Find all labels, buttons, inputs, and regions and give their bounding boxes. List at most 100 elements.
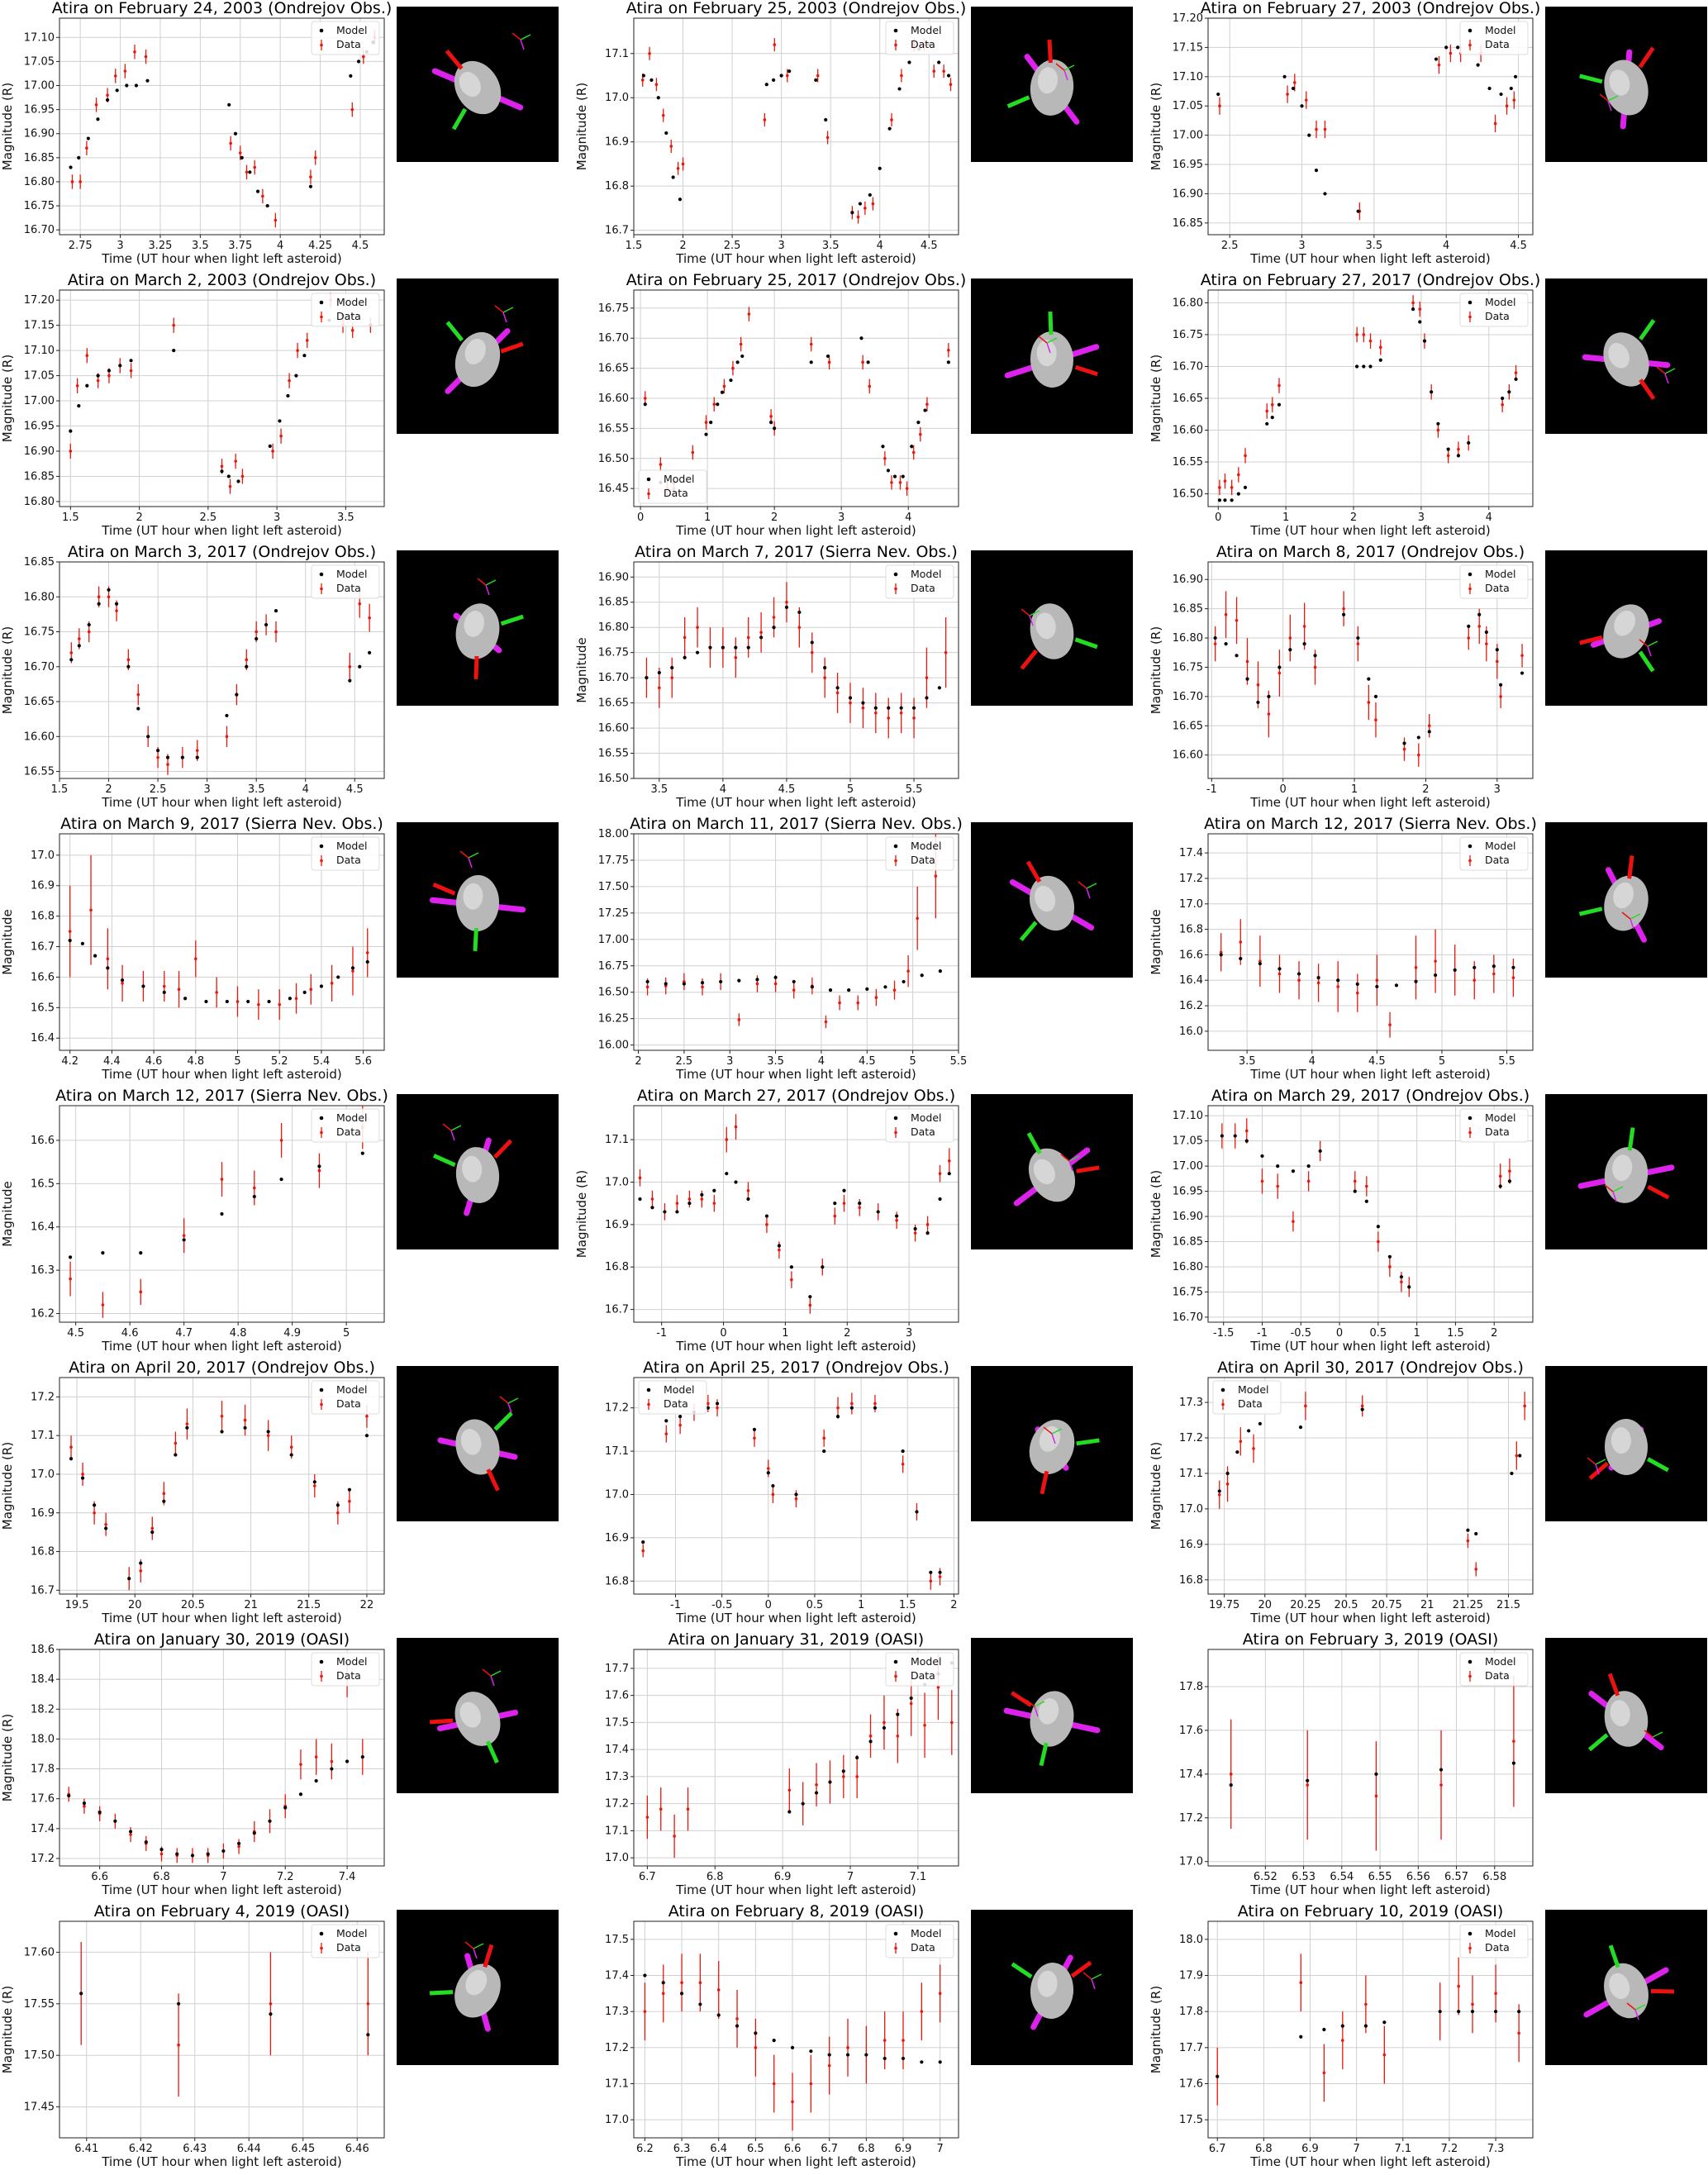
- data-point: [1415, 966, 1418, 969]
- y-tick-label: 16.95: [24, 421, 55, 433]
- data-point: [366, 951, 369, 954]
- legend-model-marker: [1468, 1932, 1472, 1936]
- data-point: [707, 1402, 710, 1406]
- data-point: [288, 379, 291, 383]
- data-point: [914, 1231, 917, 1235]
- data-point: [747, 1189, 750, 1192]
- chart-title: Atira on February 24, 2003 (Ondrejov Obs…: [52, 0, 393, 17]
- model-point: [842, 1769, 845, 1773]
- data-point: [883, 2039, 887, 2042]
- y-tick-label: 16.80: [24, 176, 55, 188]
- model-point: [902, 475, 905, 478]
- data-point: [756, 983, 759, 986]
- x-tick-label: 6.8: [707, 1871, 724, 1883]
- data-point: [825, 1021, 828, 1024]
- legend-model-marker: [1468, 1660, 1472, 1664]
- y-tick-label: 16.7: [31, 1584, 55, 1597]
- data-point: [69, 1278, 72, 1281]
- data-point: [1374, 718, 1377, 721]
- model-point: [883, 985, 887, 988]
- model-point: [1518, 1454, 1521, 1457]
- y-tick-label: 17.1: [605, 1825, 629, 1837]
- lightcurve-chart: Atira on February 27, 2017 (Ondrejov Obs…: [1149, 272, 1544, 544]
- data-point: [677, 167, 680, 170]
- data-point: [1214, 642, 1217, 645]
- data-point: [788, 1789, 792, 1792]
- model-point: [759, 635, 763, 639]
- legend-model-marker: [894, 1660, 898, 1664]
- model-point: [1436, 422, 1439, 426]
- x-tick-label: 6.46: [345, 2143, 369, 2155]
- y-tick-label: 17.2: [1179, 873, 1203, 885]
- x-axis-label: Time (UT hour when light left asteroid): [101, 2154, 341, 2169]
- chart-title: Atira on March 12, 2017 (Sierra Nev. Obs…: [55, 1087, 388, 1105]
- model-point: [1245, 678, 1249, 681]
- y-axis-label: Magnitude: [574, 637, 589, 702]
- data-point: [1299, 1981, 1302, 1984]
- chart-title: Atira on February 27, 2017 (Ondrejov Obs…: [1201, 271, 1541, 289]
- model-point: [150, 1530, 154, 1534]
- model-point: [274, 609, 278, 612]
- legend-data-label: Data: [911, 854, 935, 866]
- data-point: [299, 1763, 302, 1766]
- chart-title: Atira on February 3, 2019 (OASI): [1243, 1630, 1499, 1649]
- data-point: [166, 763, 169, 766]
- data-point: [221, 1415, 224, 1418]
- model-point: [98, 1811, 102, 1814]
- data-point: [257, 1003, 260, 1007]
- model-point: [810, 360, 813, 364]
- sun-vector-icon: [1579, 909, 1601, 914]
- data-point: [947, 349, 950, 352]
- y-tick-label: 17.0: [605, 1488, 629, 1501]
- y-tick-label: 17.10: [24, 345, 55, 357]
- model-point: [279, 1178, 283, 1181]
- model-point: [1299, 2035, 1302, 2039]
- orientation-render: [397, 7, 559, 162]
- model-point: [118, 364, 121, 367]
- data-point: [1467, 636, 1470, 640]
- lightcurve-panel: Atira on March 7, 2017 (Sierra Nev. Obs.…: [574, 544, 1134, 816]
- model-point: [264, 623, 268, 626]
- y-tick-label: 16.7: [605, 225, 629, 237]
- model-point: [269, 445, 272, 448]
- x-tick-label: 7.4: [339, 1871, 356, 1883]
- data-point: [1494, 1992, 1497, 1996]
- data-point: [156, 756, 159, 759]
- y-tick-label: 17.0: [31, 850, 55, 862]
- x-tick-label: 3: [1418, 512, 1425, 524]
- y-tick-label: 18.00: [598, 828, 629, 840]
- data-point: [1501, 403, 1504, 407]
- model-point: [69, 430, 72, 433]
- model-point: [1512, 1762, 1515, 1765]
- y-tick-label: 16.70: [1173, 691, 1203, 703]
- x-tick-label: -1.5: [1213, 1327, 1234, 1340]
- model-point: [1417, 735, 1420, 739]
- sun-vector-icon: [1041, 1743, 1046, 1765]
- y-tick-label: 17.3: [605, 2006, 629, 2018]
- model-point: [93, 1503, 96, 1506]
- earth-vector-icon: [501, 344, 522, 351]
- model-point: [644, 402, 647, 406]
- data-point: [734, 656, 737, 659]
- chart-title: Atira on March 7, 2017 (Sierra Nev. Obs.…: [635, 543, 958, 561]
- model-point: [1247, 1429, 1250, 1432]
- model-point: [877, 1210, 880, 1213]
- data-point: [196, 749, 199, 752]
- y-tick-label: 16.65: [24, 696, 55, 708]
- y-tick-label: 16.85: [1173, 603, 1203, 616]
- data-point: [358, 602, 361, 606]
- data-point: [925, 402, 929, 406]
- data-point: [921, 2010, 924, 2013]
- model-point: [920, 2060, 923, 2063]
- model-point: [317, 1164, 321, 1168]
- lightcurve-chart: Atira on February 27, 2003 (Ondrejov Obs…: [1149, 0, 1544, 272]
- data-point: [902, 1463, 905, 1466]
- model-point: [823, 666, 826, 669]
- model-point: [1218, 1489, 1221, 1492]
- model-point: [1477, 64, 1480, 67]
- model-point: [821, 1265, 824, 1268]
- x-tick-label: 0: [1336, 1327, 1343, 1340]
- data-point: [1471, 2003, 1474, 2006]
